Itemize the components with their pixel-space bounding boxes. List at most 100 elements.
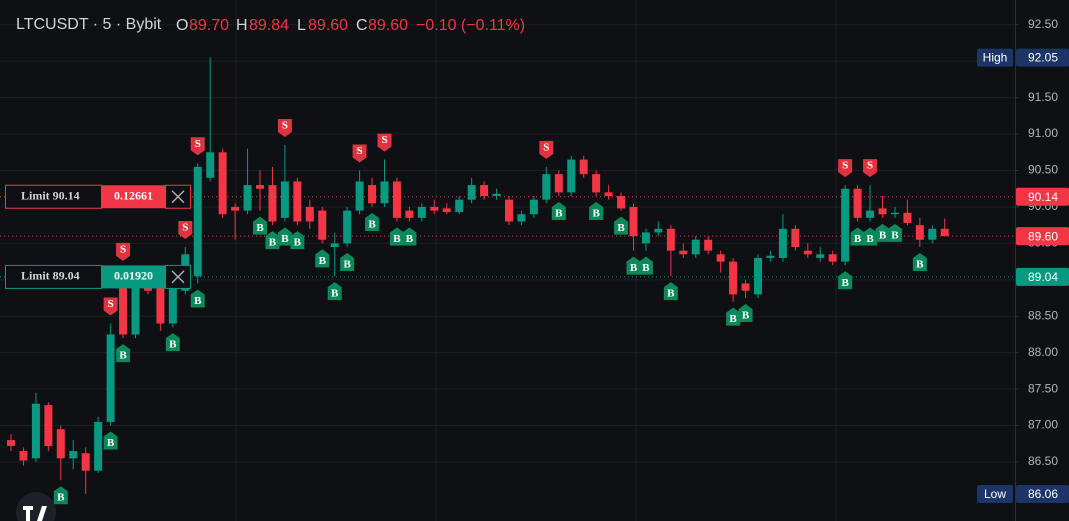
marker-label: B — [592, 208, 600, 220]
price-tag — [1016, 227, 1069, 246]
candle-body — [355, 181, 364, 211]
marker-flag — [190, 137, 205, 156]
buy-marker: B — [53, 486, 68, 505]
candle-body — [729, 261, 738, 295]
buy-marker: B — [327, 282, 342, 301]
candle-body — [293, 181, 302, 222]
candle-body — [517, 214, 526, 222]
open-value: 89.70 — [189, 17, 229, 34]
buy-marker: B — [912, 253, 927, 272]
candle-body — [231, 206, 240, 211]
candle-body — [69, 451, 78, 459]
buy-marker: B — [116, 344, 131, 363]
marker-flag — [53, 486, 68, 505]
candle-body — [579, 159, 588, 175]
candle-body — [480, 185, 489, 197]
candle-body — [467, 185, 476, 200]
marker-flag — [863, 227, 878, 246]
price-tag-label: 92.05 — [1028, 51, 1058, 65]
price-tag-name-box — [977, 485, 1013, 504]
marker-label: B — [617, 222, 625, 234]
marker-flag — [265, 231, 280, 250]
marker-flag — [389, 227, 404, 246]
order-qty-box — [102, 185, 165, 209]
marker-label: B — [368, 218, 376, 230]
order-label: Limit 90.14 — [21, 188, 80, 202]
candle-body — [567, 159, 576, 193]
buy-marker: B — [850, 227, 865, 246]
marker-flag — [887, 223, 902, 242]
marker-flag — [539, 140, 554, 159]
candle-body — [554, 174, 563, 193]
order-label-box — [5, 264, 102, 289]
marker-flag — [875, 223, 890, 242]
y-tick-label: 91.50 — [1028, 90, 1058, 104]
buy-marker: B — [663, 282, 678, 301]
candle-body — [741, 283, 750, 291]
buy-marker: B — [738, 304, 753, 323]
candle-body — [131, 279, 140, 335]
marker-flag — [589, 202, 604, 221]
price-tag-name: High — [983, 51, 1008, 65]
low-value: 89.60 — [308, 17, 348, 34]
marker-label: B — [331, 288, 339, 300]
y-tick-label: 86.50 — [1028, 454, 1058, 468]
high-value: 89.84 — [249, 17, 289, 34]
marker-flag — [365, 212, 380, 231]
close-value: 89.60 — [368, 17, 408, 34]
price-tag-label: 89.60 — [1028, 229, 1058, 243]
order-qty: 0.01920 — [114, 269, 153, 283]
candle-body — [641, 232, 650, 244]
candle-body — [318, 210, 327, 240]
symbol: LTCUSDT · 5 · Bybit — [16, 16, 162, 33]
marker-label: S — [867, 160, 873, 172]
buy-marker: B — [638, 256, 653, 275]
marker-label: B — [555, 208, 563, 220]
sell-marker: S — [377, 133, 392, 152]
buy-marker: B — [290, 231, 305, 250]
candle-body — [505, 199, 513, 222]
y-tick-label: 92.50 — [1028, 17, 1058, 31]
candle-body — [106, 334, 115, 422]
marker-flag — [863, 159, 878, 178]
marker-label: B — [256, 222, 264, 234]
candle-body — [716, 254, 725, 262]
price-tag — [1016, 485, 1069, 504]
candle-body — [31, 403, 40, 459]
price-tag — [1016, 267, 1069, 286]
sell-marker: S — [838, 159, 853, 178]
marker-label: B — [319, 255, 327, 267]
price-tag-label: 89.04 — [1028, 270, 1058, 284]
marker-flag — [277, 227, 292, 246]
marker-flag — [253, 216, 267, 235]
sell-marker: S — [277, 119, 292, 138]
buy-marker: B — [589, 202, 604, 221]
buy-marker: B — [103, 431, 118, 450]
buy-marker: B — [551, 202, 566, 221]
marker-label: B — [854, 233, 862, 245]
candle-body — [243, 185, 252, 211]
y-tick-label: 88.50 — [1028, 308, 1058, 322]
marker-flag — [340, 253, 355, 272]
candle-body — [890, 212, 899, 215]
candle-body — [44, 405, 53, 446]
marker-label: S — [282, 120, 288, 132]
buy-marker: B — [253, 216, 267, 235]
marker-label: B — [866, 233, 874, 245]
candle-body — [19, 451, 28, 461]
marker-flag — [551, 202, 566, 221]
marker-label: B — [57, 492, 65, 504]
marker-label: B — [916, 259, 924, 271]
sell-marker: S — [352, 144, 367, 163]
price-tag — [1016, 48, 1069, 67]
candle-body — [343, 210, 352, 244]
marker-label: S — [381, 134, 387, 146]
candle-body — [455, 199, 464, 213]
marker-label: B — [194, 295, 202, 307]
plot: 92.5092.0091.5091.0090.5090.0089.5089.00… — [0, 17, 1058, 495]
low-label: L — [297, 17, 306, 34]
y-tick-label: 88.00 — [1028, 345, 1058, 359]
buy-marker: B — [340, 253, 355, 272]
close-label: C — [356, 17, 368, 34]
